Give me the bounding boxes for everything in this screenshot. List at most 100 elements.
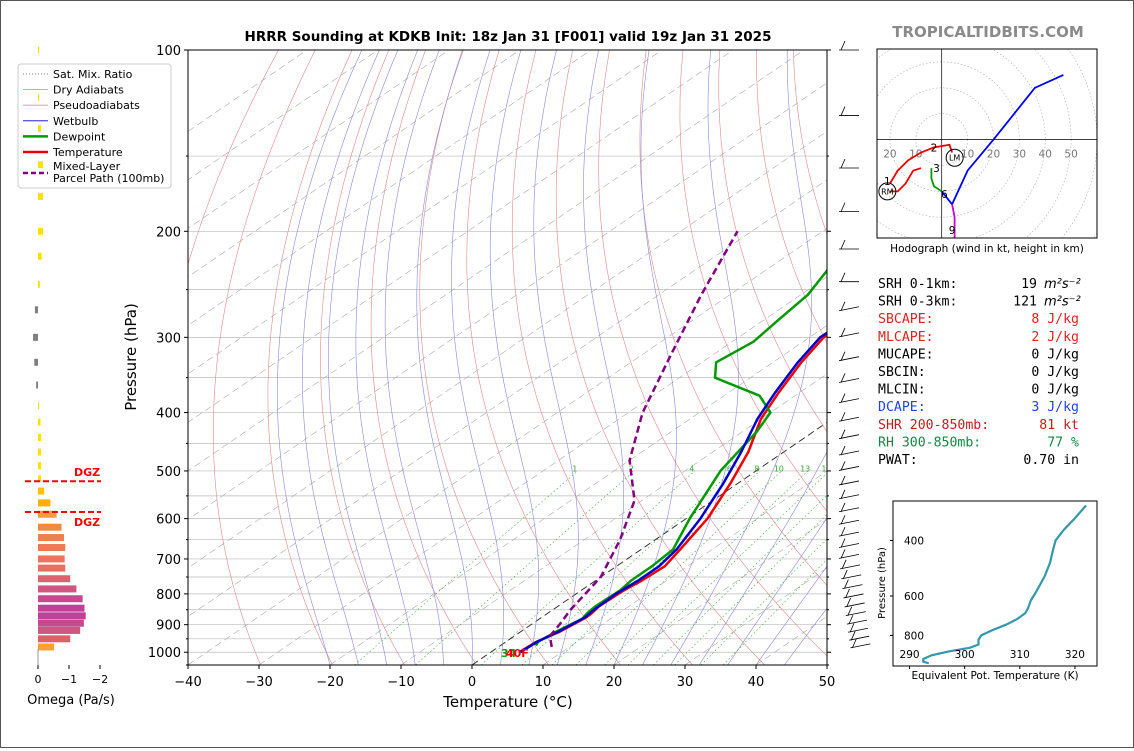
dgz-label: DGZ [74,516,100,529]
stat-label: PWAT: [878,453,918,468]
series-temperature-line [518,333,827,654]
brand-watermark: TROPICALTIDBITS.COM [892,23,1084,41]
dgz-label: DGZ [74,466,100,479]
omega-panel: 0 −1 −2 DGZ DGZ Omega (Pa/s) [25,46,115,708]
y-tick-label: 600 [156,513,181,528]
x-tick-label: 30 [677,675,694,690]
omega-bar [33,333,38,341]
sounding-stats: SRH 0-1km: 19 m²s⁻² SRH 0-3km: 121 m²s⁻² SBCAP… [878,277,1081,468]
wind-barb-staff [838,306,860,312]
series-wetbulb-line [519,331,827,654]
wind-barbs [838,40,871,649]
mixing-ratio-line [722,559,827,665]
isotherm-line [329,325,827,665]
wind-barb-flag [840,158,846,169]
legend-label-line: Wetbulb [53,115,98,128]
wind-barb-staff [846,619,867,625]
mixing-ratio-label: 4 [689,465,694,474]
isotherm-line [542,470,827,665]
stat-label: MUCAPE: [878,347,934,362]
wind-barb-staff [838,519,860,525]
wind-barb-flag [840,429,846,439]
legend-label-line: Dry Adiabats [53,84,124,97]
stat-label: SBCAPE: [878,312,934,327]
pseudoadiabat [613,50,677,665]
theta-e-xlabel: Equivalent Pot. Temperature (K) [911,670,1078,682]
wind-barb-flag [840,412,846,422]
legend-label: Pseudoadiabats [53,99,140,112]
x-tick-label: −40 [174,675,201,690]
hodograph-ring-label: 50 [1064,149,1077,161]
theta-e-x-tick-label: 310 [1010,649,1030,661]
wind-barb-staff [838,466,860,471]
legend-label-line: Dewpoint [53,130,106,143]
storm-motion-marker [945,148,964,167]
series-dewpoint-line [534,268,827,647]
dry-adiabat [555,50,765,665]
wind-barb-flag [849,623,855,633]
wind-barb-staff [845,611,866,617]
wind-barb-staff [838,531,860,537]
wind-barb-flag [840,549,846,559]
wind-barb-flag [840,461,846,471]
dry-adiabat [370,50,477,665]
dry-adiabat [1088,50,1134,665]
pseudoadiabat [755,565,827,665]
hodograph-ring-label: 20 [883,149,896,161]
dry-adiabat [639,50,827,586]
stat-value: 121 [1013,295,1037,310]
wind-barb-staff [840,564,861,570]
legend-label: Wetbulb [53,115,98,128]
mixing-ratio-line [674,514,827,665]
storm-motion-label: RM [881,187,894,196]
wind-barb-flag [841,559,847,570]
pseudoadiabat [384,50,444,665]
wind-barb-flag [850,631,856,641]
dry-adiabat [830,50,1133,665]
legend-label: Mixed-Layer Parcel Path (100mb) [53,160,164,185]
hodograph-trace [930,168,943,193]
hodograph-trace [940,74,1064,206]
stat-value: 77 % [1047,435,1079,450]
isotherm-line [188,50,592,326]
dry-adiabat [419,50,549,665]
omega-bar [38,402,40,410]
skewt-plot: 1 2 4 6 8 10 13 16 20 24 30 36 10020030040050060070… [122,44,1134,711]
series-mixed-layer-parcel-path-100mb-line [548,230,739,648]
pseudoadiabat [277,50,363,665]
mixing-ratio-line [415,470,635,665]
hodograph-height-label: 9 [949,225,956,237]
omega-bar [38,124,42,132]
stat-label: RH 300-850mb: [878,435,981,450]
dry-adiabat [267,50,353,665]
pseudoadiabat [533,50,579,665]
dry-adiabat [718,50,827,433]
skewt-xlabel: Temperature (°C) [442,693,572,711]
hodograph-height-label: 2 [931,142,938,154]
theta-e-y-tick-label: 600 [904,591,924,603]
wind-barb-flag [840,538,846,548]
wind-barb-flag [840,272,846,282]
isotherm-line [613,519,827,665]
skewt-frame [187,49,828,666]
wind-barb-staff [838,494,860,500]
pseudoadiabat [451,50,504,665]
wind-barb-flag [840,445,846,456]
omega-bar [34,306,38,314]
omega-bar [38,595,83,603]
hodograph-ring-label: 20 [987,149,1000,161]
wind-barb-staff [838,480,860,486]
zero-isotherm [471,421,827,665]
dry-adiabat [904,50,1133,665]
wind-barb-staff [838,332,860,338]
dry-adiabat [213,50,316,665]
stat-value: 0.70 in [1023,453,1079,468]
hodograph-ring-label: 40 [1039,149,1052,161]
omega-bar [38,612,86,620]
stat-label: MLCIN: [878,383,926,398]
wind-barb-flag [840,327,846,338]
wind-barb-flag [842,569,848,580]
mixing-ratio-label: 10 [774,465,784,474]
wind-barb-flag [848,614,854,625]
